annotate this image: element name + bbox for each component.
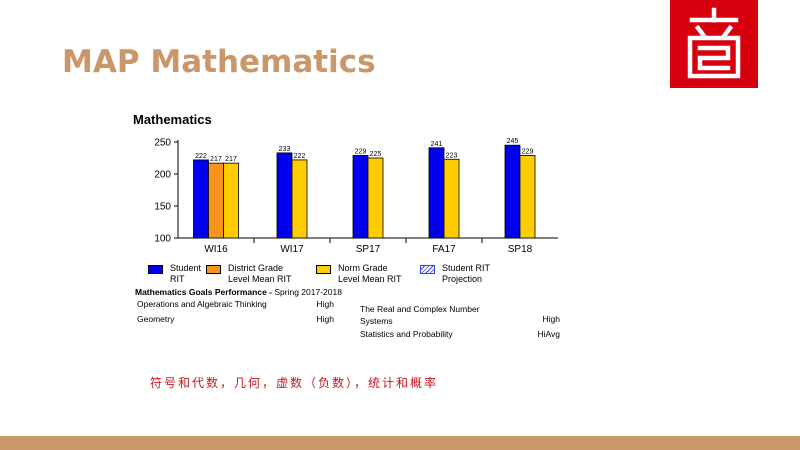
legend-item-norm-mean: Norm Grade Level Mean RIT (316, 263, 410, 285)
legend-swatch-hatched (420, 265, 435, 274)
bar-value-label: 241 (431, 141, 443, 148)
x-tick-label: WI16 (204, 244, 228, 255)
goal-level: High (542, 314, 560, 324)
legend-item-student-rit: Student RIT (148, 263, 218, 285)
x-tick-label: WI17 (280, 244, 304, 255)
logo-emblem-icon (687, 7, 741, 79)
goal-name: Operations and Algebraic Thinking (137, 299, 267, 309)
bar-wi16 (208, 162, 224, 239)
bar-sp18 (519, 155, 536, 239)
x-tick-label: SP17 (356, 244, 381, 255)
x-tick-label: FA17 (432, 244, 456, 255)
legend-swatch (148, 265, 163, 274)
bar-wi16 (223, 162, 239, 239)
bar-fa17 (428, 147, 445, 239)
y-tick-label: 200 (154, 170, 171, 181)
legend-label: Student RIT Projection (442, 263, 490, 284)
bar-value-label: 222 (294, 153, 306, 160)
bar-value-label: 217 (225, 156, 237, 163)
goals-title-period: Spring 2017-2018 (274, 287, 342, 297)
goal-name: Statistics and Probability (360, 329, 453, 339)
y-tick-label: 150 (154, 202, 171, 213)
slide-title: MAP Mathematics (62, 44, 376, 80)
bar-value-label: 225 (370, 151, 382, 158)
bar-sp18 (504, 144, 521, 239)
goal-level: High (316, 314, 334, 324)
bar-wi17 (291, 159, 308, 239)
legend-label: Student RIT (170, 263, 202, 284)
bar-value-label: 223 (446, 152, 458, 159)
bar-value-label: 217 (210, 156, 222, 163)
chart-title: Mathematics (133, 112, 212, 127)
legend-swatch (316, 265, 331, 274)
bar-sp17 (352, 155, 369, 239)
bar-value-label: 229 (355, 148, 367, 155)
y-tick-label: 250 (154, 138, 171, 149)
footer-bar (0, 436, 800, 450)
slide-caption: 符号和代数，几何，虚数（负数），统计和概率 (150, 376, 439, 390)
legend-swatch (206, 265, 221, 274)
bar-value-label: 233 (279, 146, 291, 153)
goals-title-bold: Mathematics Goals Performance - (135, 287, 272, 297)
goal-level: High (316, 299, 334, 309)
bar-wi17 (276, 152, 293, 239)
bar-value-label: 229 (522, 148, 534, 155)
chart-legend: Student RIT District Grade Level Mean RI… (148, 263, 548, 287)
legend-item-projection: Student RIT Projection (420, 263, 502, 285)
legend-item-district-mean: District Grade Level Mean RIT (206, 263, 306, 285)
bar-wi16 (193, 159, 209, 239)
goal-level: HiAvg (537, 329, 560, 339)
legend-label: District Grade Level Mean RIT (228, 263, 292, 284)
school-logo (670, 0, 758, 88)
legend-label: Norm Grade Level Mean RIT (338, 263, 402, 284)
y-tick-label: 100 (154, 234, 171, 245)
goals-title: Mathematics Goals Performance - Spring 2… (135, 287, 342, 297)
bar-sp17 (367, 157, 384, 239)
goal-name: Geometry (137, 314, 175, 324)
bar-value-label: 245 (507, 138, 519, 145)
x-tick-label: SP18 (508, 244, 533, 255)
bar-fa17 (443, 158, 460, 239)
bar-value-label: 222 (195, 153, 207, 160)
goal-name: The Real and Complex Number Systems (360, 304, 480, 326)
